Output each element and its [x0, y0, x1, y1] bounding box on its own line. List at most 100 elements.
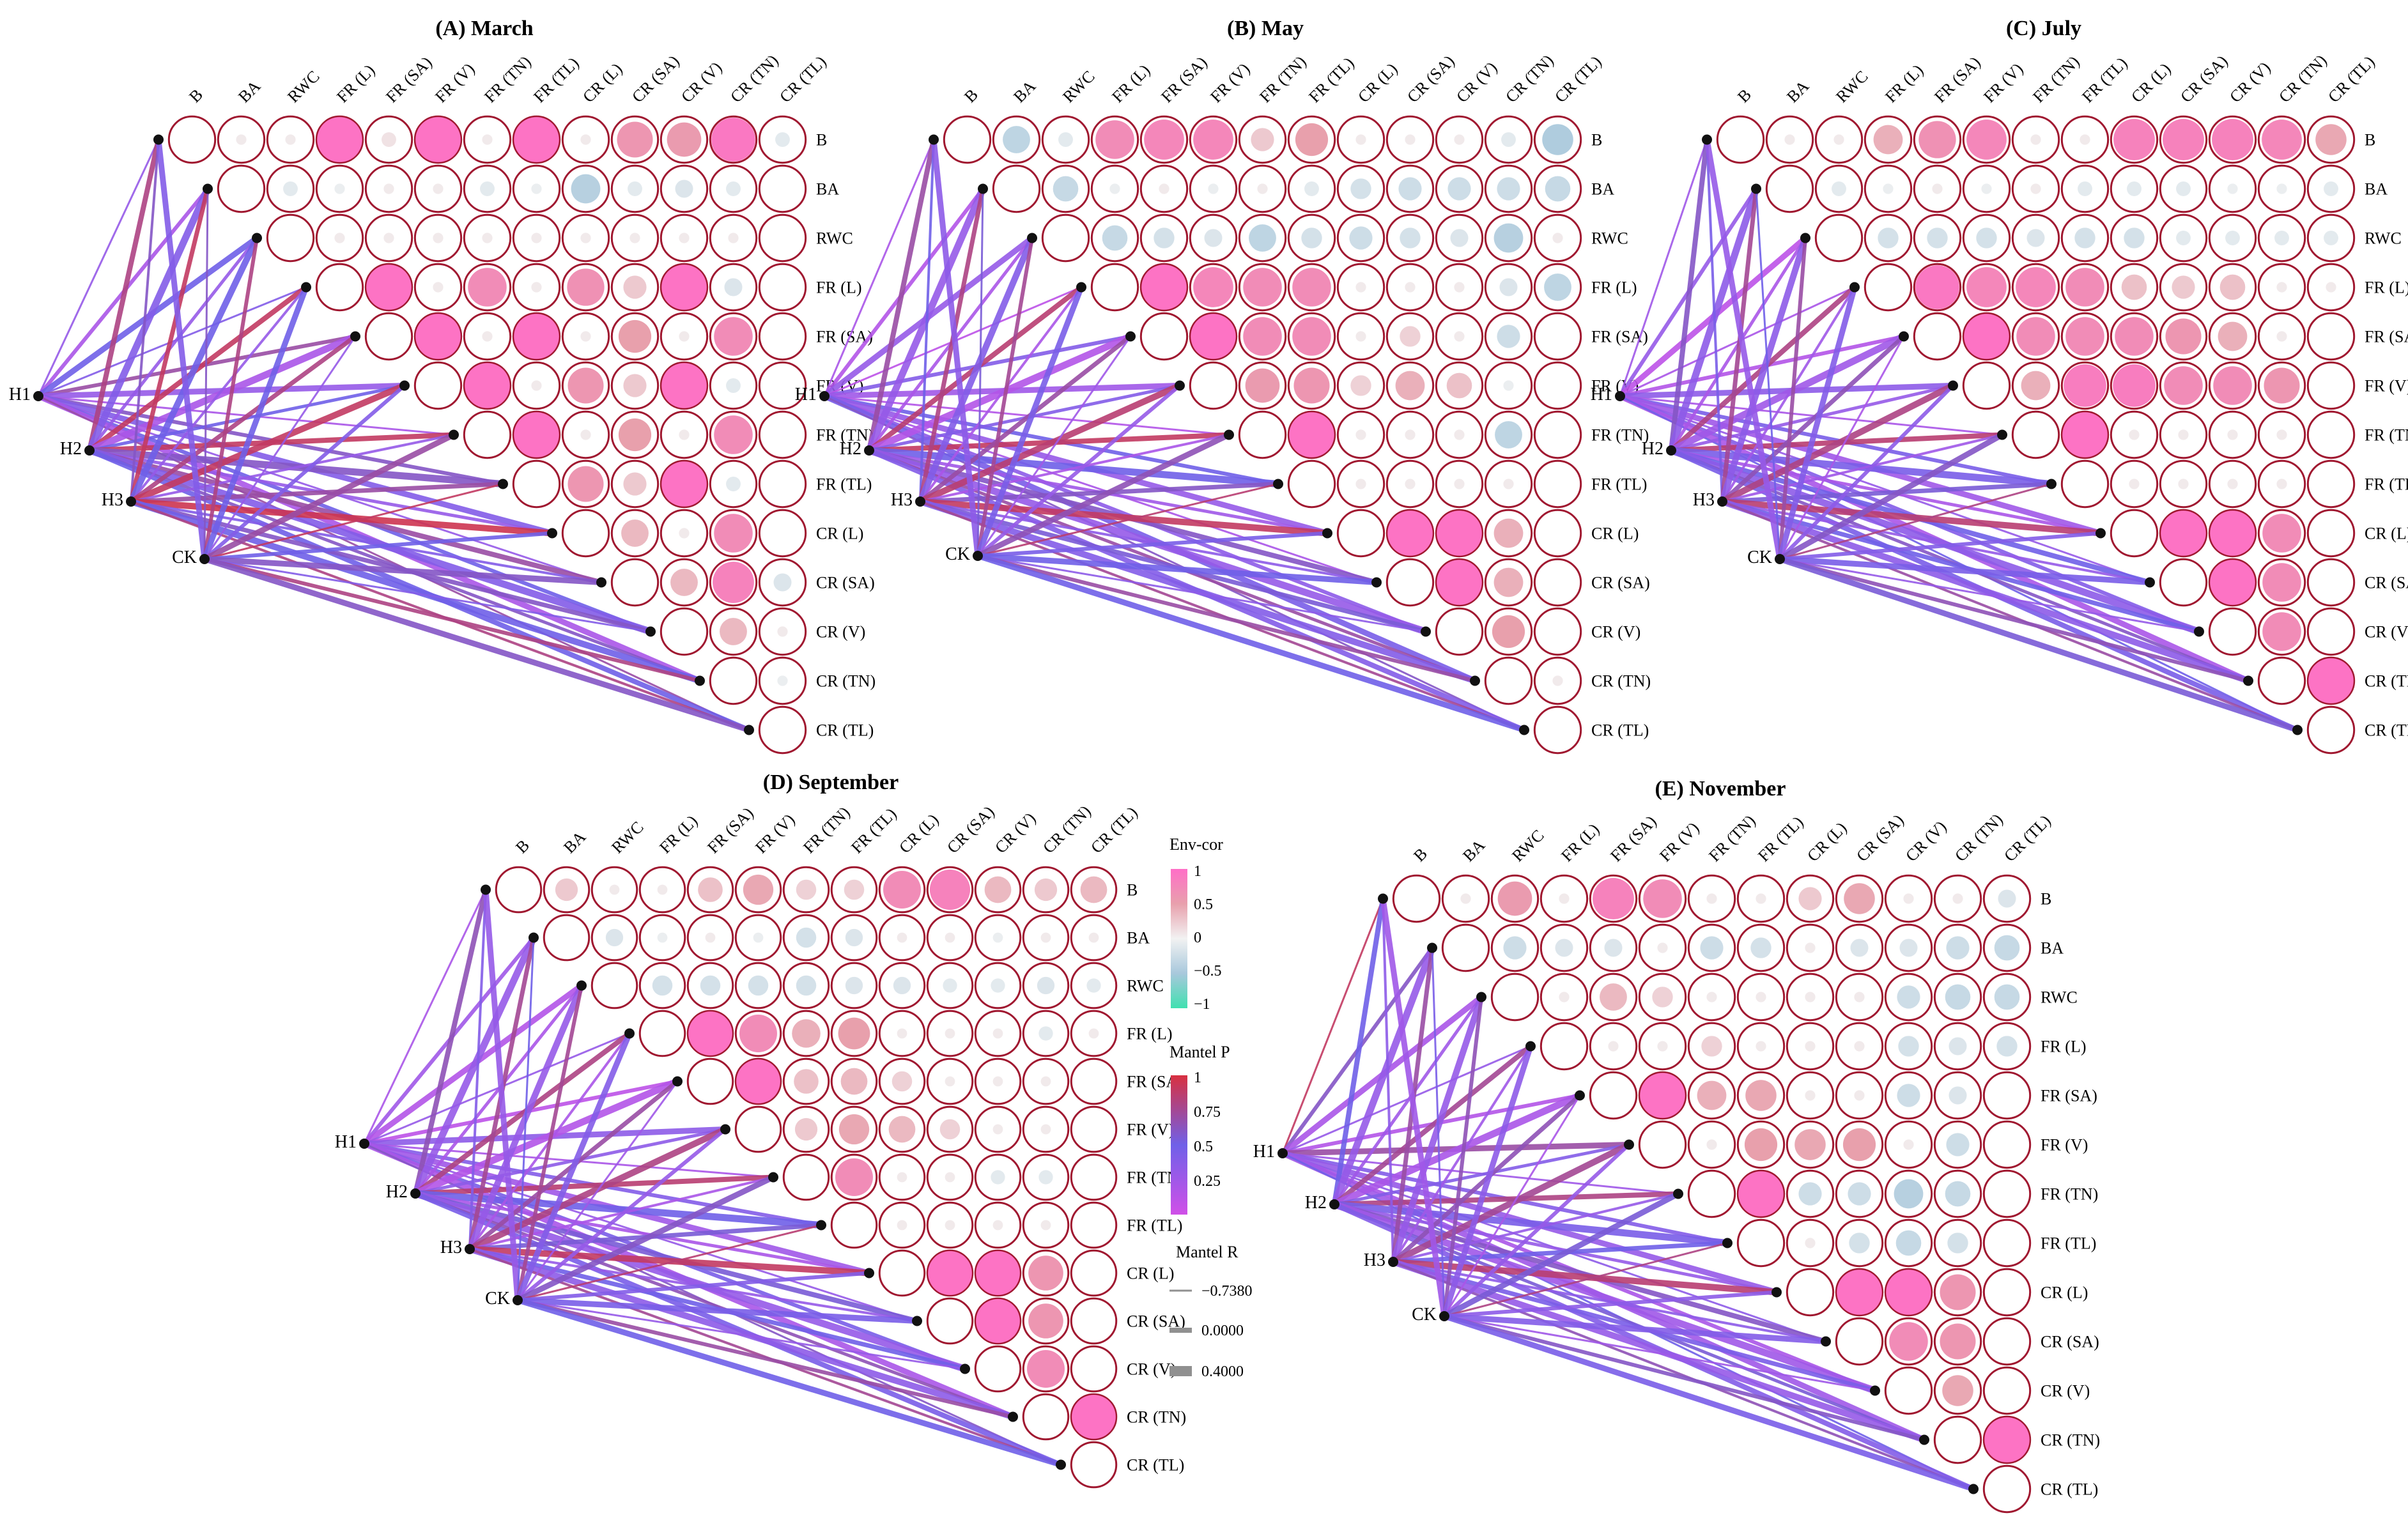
variable-node	[1919, 1434, 1929, 1445]
corr-cell	[679, 429, 690, 440]
corr-cell	[1952, 893, 1963, 904]
legend-envcor-tick: 0	[1194, 930, 1201, 946]
corr-cell	[1903, 893, 1914, 904]
treatment-label: CK	[172, 548, 197, 567]
mantel-edge	[363, 1033, 631, 1145]
corr-cell	[2227, 183, 2238, 194]
corr-cell	[2324, 231, 2338, 245]
row-label: CR (SA)	[1127, 1312, 1185, 1331]
row-label: FR (TL)	[2365, 475, 2408, 494]
column-label: FR (TN)	[2029, 52, 2083, 106]
column-label: FR (TN)	[799, 803, 853, 857]
mantel-edge	[1778, 557, 2250, 683]
corr-cell	[1437, 560, 1482, 605]
variable-node	[1948, 380, 1958, 391]
corr-cell	[1706, 893, 1717, 904]
column-label: CR (V)	[2226, 58, 2274, 106]
corr-cell-ring	[1484, 656, 1533, 705]
corr-cell	[1243, 268, 1282, 307]
corr-cell	[661, 363, 707, 408]
corr-cell	[2115, 317, 2154, 356]
row-label: CR (TL)	[1591, 721, 1649, 740]
corr-cell-ring	[1070, 1153, 1118, 1201]
column-label: RWC	[1508, 826, 1547, 865]
mantel-edge	[975, 284, 1084, 559]
row-label: FR (L)	[1591, 279, 1637, 297]
mantel-edge	[1619, 286, 1856, 397]
corr-cell	[777, 675, 788, 686]
corr-cell	[1706, 1139, 1717, 1150]
corr-cell	[1844, 883, 1875, 914]
column-label: B	[512, 836, 533, 857]
corr-cell	[845, 928, 863, 947]
treatment-label: H2	[386, 1182, 408, 1202]
corr-cell	[2262, 119, 2302, 160]
corr-cell-ring	[1139, 312, 1189, 361]
treatment-node	[1666, 445, 1676, 456]
corr-cell	[657, 932, 668, 943]
corr-cell	[688, 1011, 732, 1056]
corr-cell	[1898, 1036, 1919, 1057]
corr-cell	[2065, 317, 2104, 356]
corr-cell-ring	[2257, 656, 2306, 705]
corr-cell	[945, 1220, 955, 1231]
column-label: FR (L)	[1881, 61, 1927, 106]
corr-cell	[1545, 176, 1571, 202]
corr-cell	[334, 233, 345, 243]
corr-cell	[1437, 511, 1482, 556]
corr-cell	[1350, 178, 1371, 199]
corr-cell-ring	[1982, 1268, 2032, 1317]
mantel-edge	[1778, 383, 1955, 561]
corr-cell	[580, 233, 591, 243]
corr-cell	[2030, 183, 2041, 194]
corr-cell	[1701, 1036, 1722, 1057]
mantel-edge	[128, 498, 703, 684]
mantel-edge	[201, 556, 752, 733]
column-label: CR (L)	[579, 59, 626, 106]
corr-cell	[1405, 479, 1416, 489]
corr-cell	[657, 884, 668, 895]
row-label: BA	[2365, 180, 2388, 199]
corr-cell	[1355, 429, 1366, 440]
mantel-edge	[1777, 432, 2005, 562]
mantel-edge	[918, 482, 1281, 504]
corr-cell	[2165, 318, 2202, 355]
corr-cell	[1932, 183, 1943, 194]
corr-cell-ring	[638, 1009, 686, 1057]
row-label: CR (V)	[2365, 623, 2408, 641]
mantel-edge	[1779, 335, 1905, 560]
column-label: FR (SA)	[704, 804, 757, 857]
corr-cell	[567, 367, 604, 404]
corr-cell	[2172, 275, 2195, 299]
corr-cell	[482, 134, 493, 145]
column-label: FR (L)	[1557, 820, 1603, 865]
corr-cell	[2078, 181, 2092, 196]
corr-cell	[1072, 1395, 1116, 1439]
corr-cell-ring	[1336, 509, 1385, 558]
corr-cell	[1038, 1170, 1053, 1185]
corr-cell	[991, 1170, 1005, 1185]
variable-node	[912, 1316, 922, 1326]
row-label: FR (L)	[1127, 1025, 1173, 1043]
corr-cell	[236, 134, 247, 145]
corr-cell	[1355, 134, 1366, 145]
corr-cell	[580, 134, 591, 145]
corr-cell	[840, 1068, 868, 1095]
corr-cell	[1460, 893, 1471, 904]
mantel-edge	[1779, 558, 2200, 633]
corr-cell	[1798, 1182, 1822, 1206]
mantel-edge	[1332, 896, 1385, 1207]
corr-cell	[1040, 1220, 1051, 1231]
variable-node	[929, 134, 939, 145]
mantel-edge	[1281, 898, 1384, 1155]
row-label: RWC	[1127, 977, 1164, 995]
variable-node	[2095, 528, 2106, 539]
corr-cell-ring	[1533, 509, 1582, 558]
column-label: CR (TN)	[1502, 51, 1557, 106]
corr-cell	[679, 331, 690, 342]
corr-cell-ring	[2306, 410, 2356, 459]
corr-cell	[705, 932, 716, 943]
corr-cell-ring	[590, 962, 638, 1009]
row-label: FR (TL)	[816, 475, 872, 494]
